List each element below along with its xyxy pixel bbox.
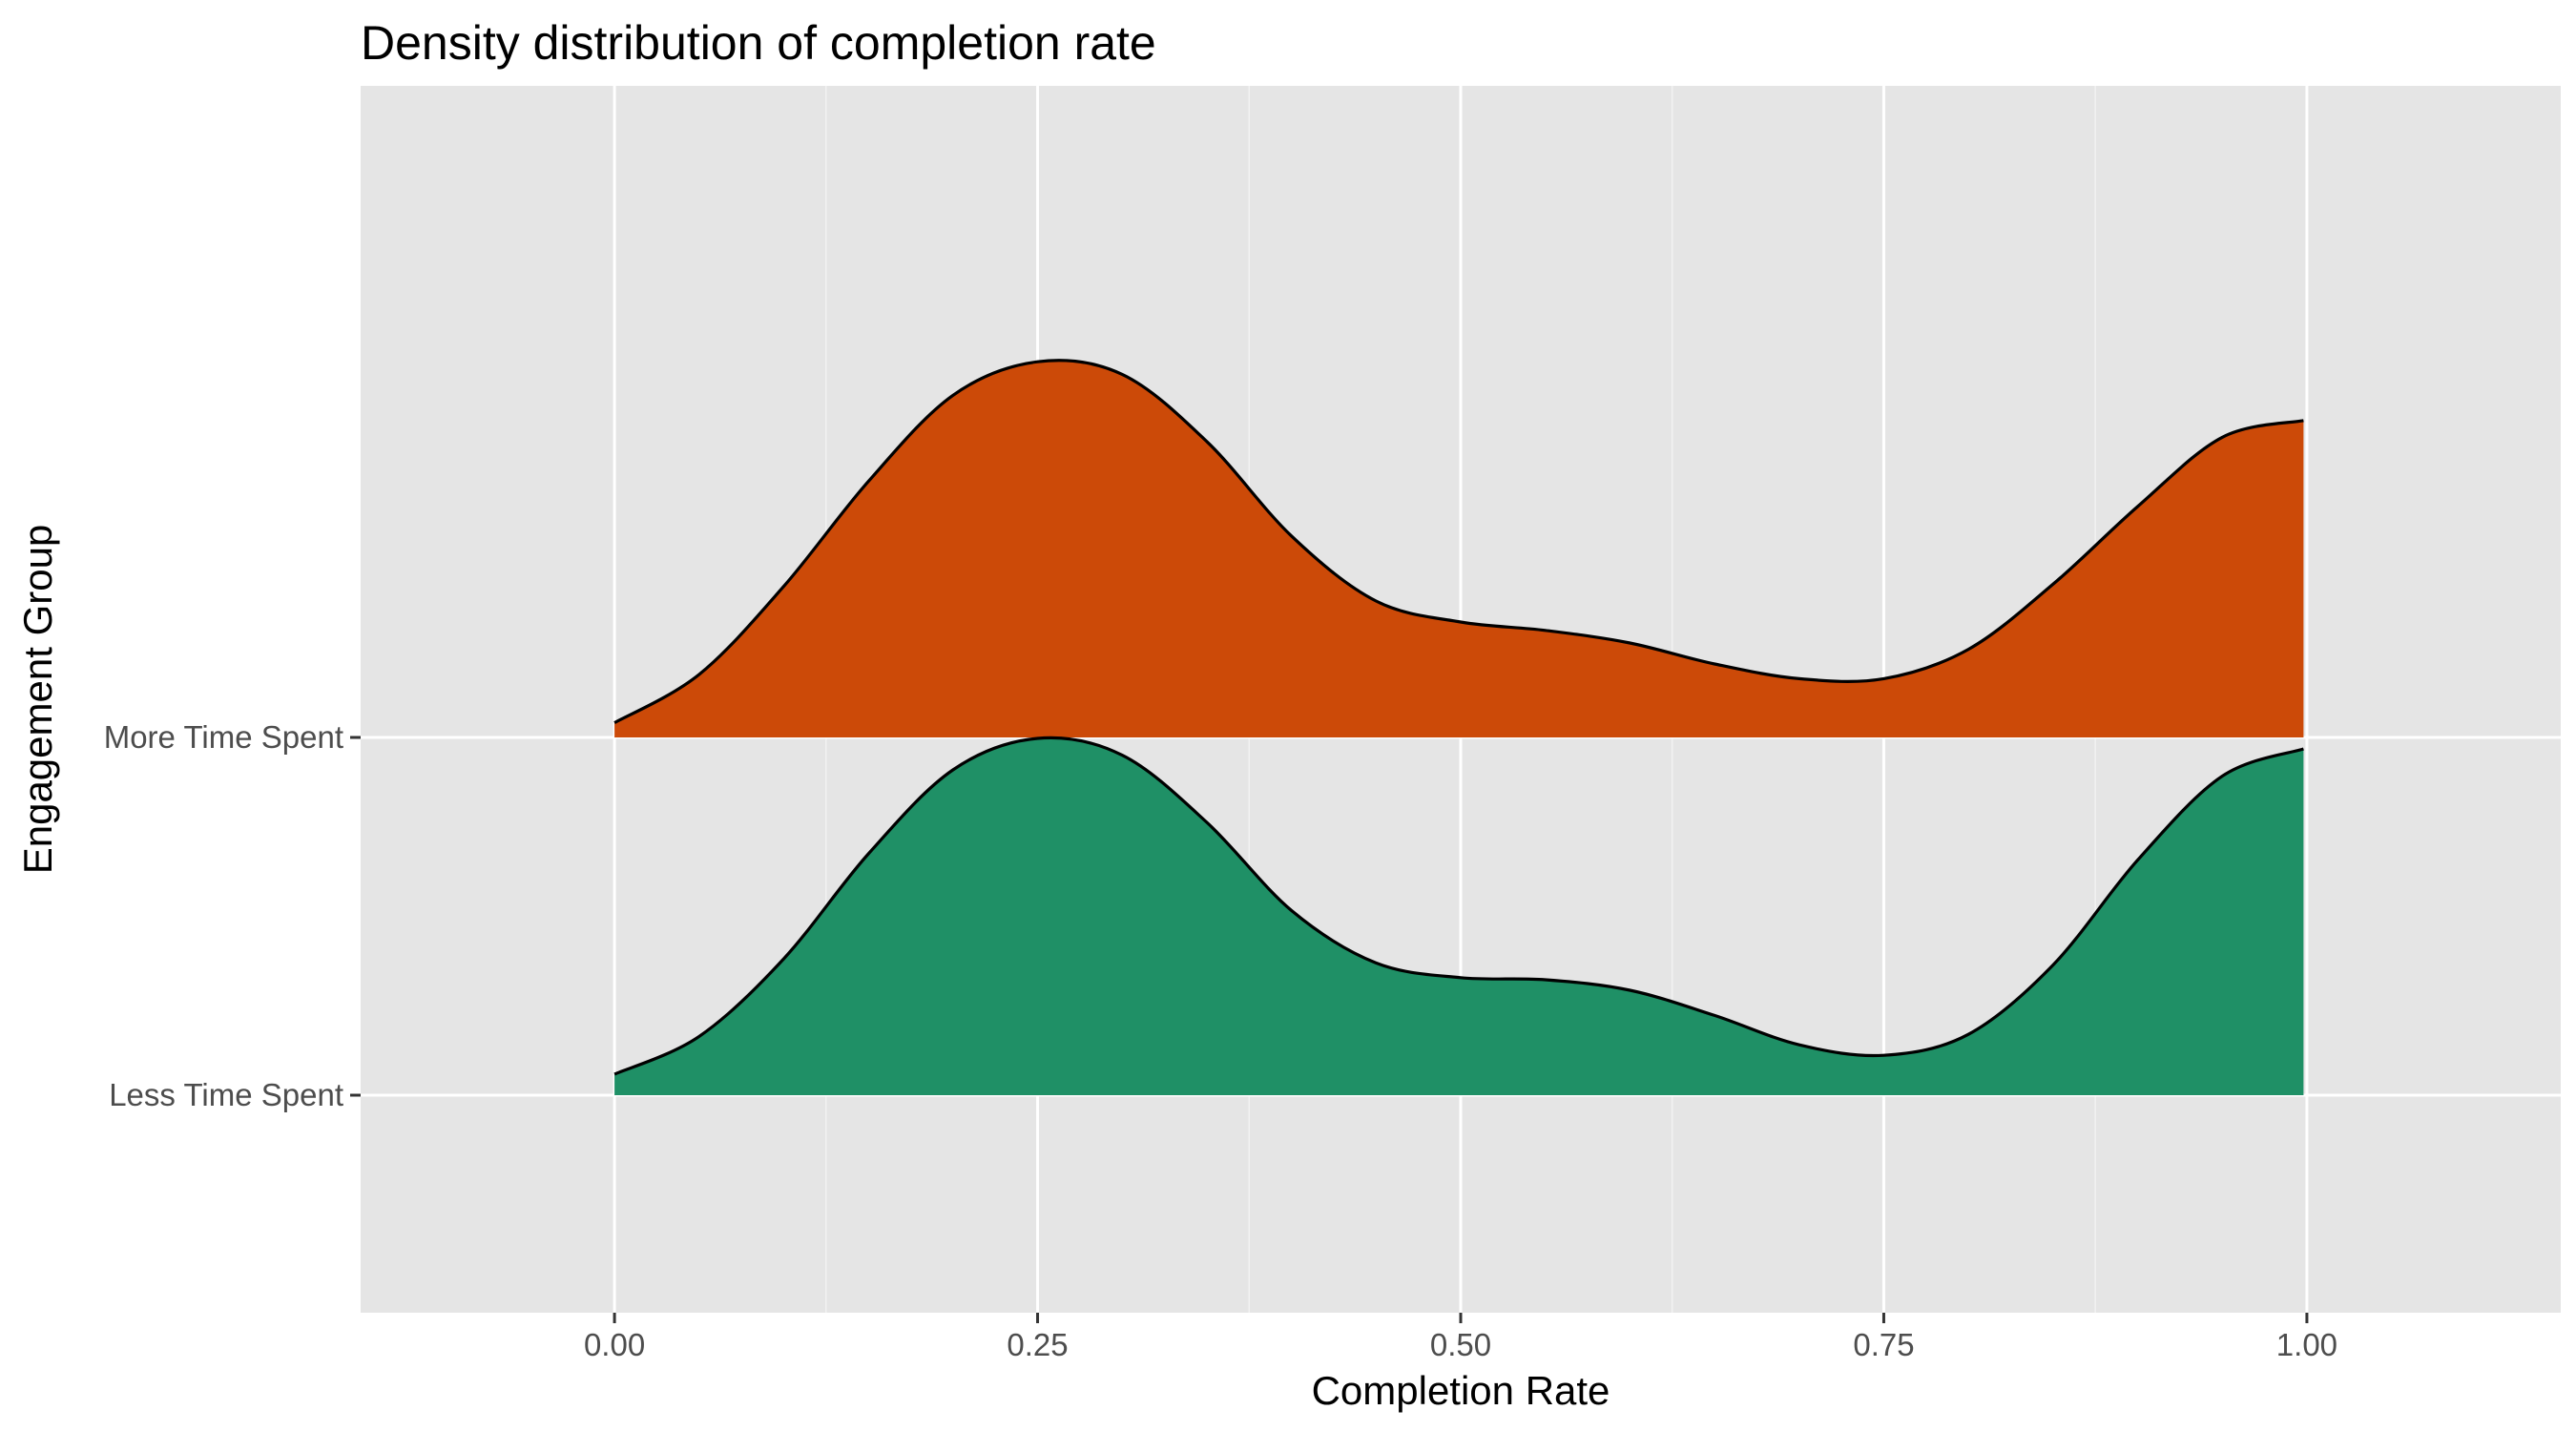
ridge-outline-less-time-spent	[613, 736, 2304, 1076]
ridge-fill-more-time-spent	[614, 360, 2304, 737]
y-tick-label: More Time Spent	[104, 719, 343, 755]
ridge-outline-more-time-spent	[613, 359, 2304, 724]
x-tick-label: 0.75	[1853, 1327, 1914, 1362]
x-tick-label: 0.25	[1007, 1327, 1068, 1362]
y-tick-label: Less Time Spent	[109, 1077, 343, 1112]
x-tick-label: 0.00	[584, 1327, 645, 1362]
x-tick-label: 1.00	[2276, 1327, 2337, 1362]
density-ridges	[613, 359, 2304, 1095]
y-axis: Less Time Spent More Time Spent	[104, 719, 361, 1112]
ridge-fill-less-time-spent	[614, 737, 2304, 1095]
chart-title: Density distribution of completion rate	[361, 16, 1156, 70]
x-axis-title: Completion Rate	[1312, 1368, 1610, 1413]
y-axis-title: Engagement Group	[15, 525, 60, 875]
x-tick-label: 0.50	[1430, 1327, 1491, 1362]
x-axis: 0.00 0.25 0.50 0.75 1.00	[584, 1313, 2337, 1362]
